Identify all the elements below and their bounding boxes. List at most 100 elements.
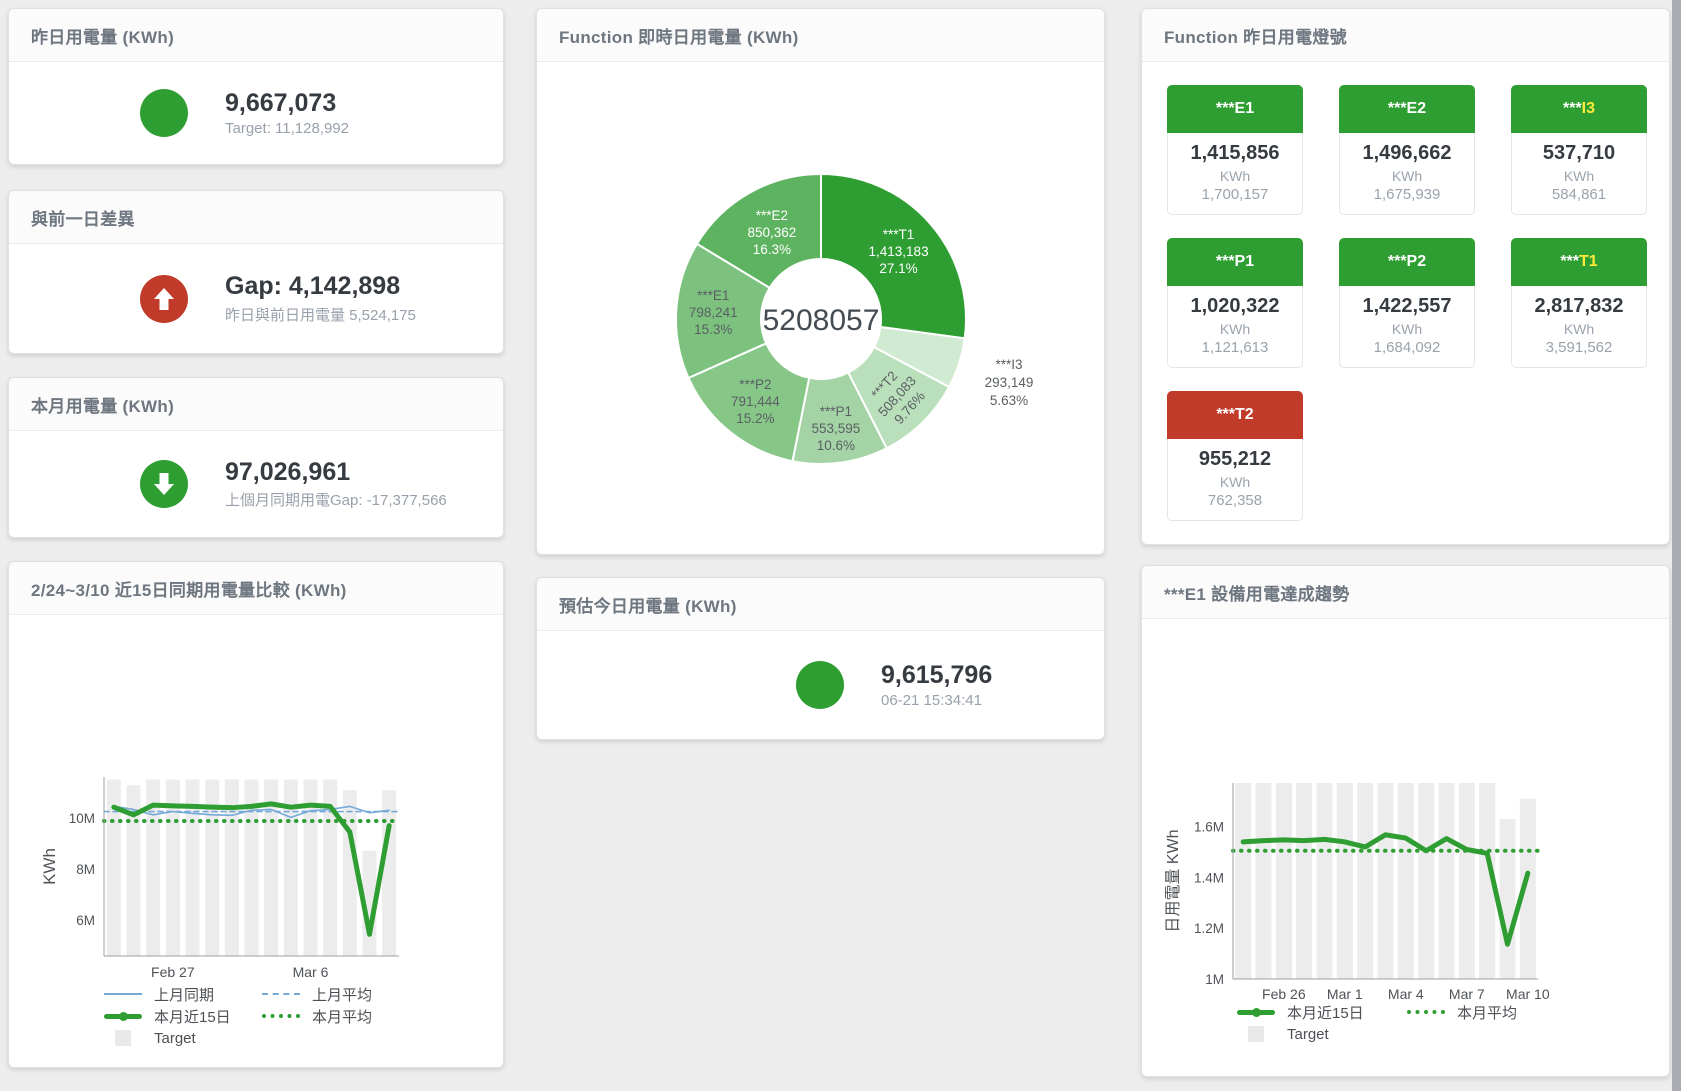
target-bar bbox=[362, 850, 377, 956]
tile-unit: KWh bbox=[1563, 321, 1595, 337]
tile-code: E1 bbox=[1234, 100, 1255, 117]
gray-box-swatch-icon bbox=[115, 1030, 131, 1046]
month-usage-value: 97,026,961 bbox=[225, 457, 351, 486]
donut-slice-***E2[interactable] bbox=[695, 172, 822, 290]
target-bar bbox=[1316, 783, 1333, 979]
target-bar bbox=[1397, 783, 1414, 979]
card-gap-previous-day: 與前一日差異 Gap: 4,142,898 昨日與前日用電量 5,524,175 bbox=[8, 190, 504, 354]
target-bar bbox=[1418, 783, 1435, 979]
signal-tile-T1: *** T1 2,817,832 KWh 3,591,562 bbox=[1511, 238, 1647, 368]
trend-legend: 本月近15日 本月平均 Target bbox=[1237, 1001, 1587, 1045]
legend-item[interactable]: 上月平均 bbox=[262, 983, 420, 1005]
donut-label-***E2: ***E2 850,362 16.3% bbox=[748, 208, 797, 257]
signal-tile-E1: *** E1 1,415,856 KWh 1,700,157 bbox=[1167, 85, 1303, 215]
x-tick-label: Mar 6 bbox=[293, 964, 329, 980]
y-tick-label: 1.4M bbox=[1194, 870, 1224, 885]
y-tick-label: 1.6M bbox=[1194, 820, 1224, 835]
green-dot-swatch-icon bbox=[1407, 1010, 1445, 1014]
tile-unit: KWh bbox=[1391, 321, 1423, 337]
signal-tile-I3: *** I3 537,710 KWh 584,861 bbox=[1511, 85, 1647, 215]
tile-stars-prefix: *** bbox=[1215, 100, 1235, 117]
target-bar bbox=[244, 779, 259, 956]
vertical-scrollbar[interactable] bbox=[1672, 0, 1681, 1091]
signal-tile-header: *** T1 bbox=[1511, 238, 1647, 286]
legend-item[interactable]: 本月近15日 bbox=[104, 1005, 262, 1027]
x-tick-label: Mar 1 bbox=[1327, 986, 1363, 1002]
target-bar bbox=[303, 779, 318, 956]
tile-target: 3,591,562 bbox=[1545, 339, 1613, 356]
signal-tile-P2: *** P2 1,422,557 KWh 1,684,092 bbox=[1339, 238, 1475, 368]
target-bar bbox=[1479, 783, 1496, 979]
down-arrow-icon bbox=[140, 460, 188, 508]
target-bar bbox=[342, 790, 357, 956]
target-bar bbox=[1458, 783, 1475, 979]
tile-code: I3 bbox=[1581, 100, 1596, 117]
signal-tile-header: *** P1 bbox=[1167, 238, 1303, 286]
estimate-today-value: 9,615,796 bbox=[881, 660, 993, 689]
donut-slice-***T1[interactable] bbox=[820, 172, 967, 340]
donut-label-***P1: ***P1 553,595 10.6% bbox=[812, 404, 861, 453]
card-title: 昨日用電量 (KWh) bbox=[9, 9, 503, 62]
tile-code: P1 bbox=[1234, 253, 1255, 270]
green-line-swatch-icon bbox=[1237, 1007, 1275, 1017]
tile-value: 2,817,832 bbox=[1534, 295, 1624, 317]
tile-target: 1,700,157 bbox=[1201, 186, 1269, 203]
signal-tile-grid: *** E1 1,415,856 KWh 1,700,157 *** E2 1,496,662… bbox=[1142, 62, 1669, 521]
tile-code: E2 bbox=[1406, 100, 1427, 117]
legend-item[interactable]: 本月平均 bbox=[262, 1005, 420, 1027]
gap-subtitle: 昨日與前日用電量 5,524,175 bbox=[225, 306, 416, 324]
y-axis-title: KWh bbox=[40, 848, 59, 885]
y-tick-label: 10M bbox=[69, 811, 95, 826]
donut-label-***P2: ***P2 791,444 15.2% bbox=[731, 377, 780, 426]
legend-label: 本月平均 bbox=[312, 1008, 373, 1026]
series-green-line bbox=[111, 801, 392, 937]
target-bar bbox=[323, 779, 338, 956]
target-bar bbox=[382, 790, 397, 956]
target-bar bbox=[1377, 783, 1394, 979]
green-status-circle-icon bbox=[140, 89, 188, 137]
card-e1-trend-chart: ***E1 設備用電達成趨勢 1.6M 1.4M 1.2M 1M Feb 26 Mar 1… bbox=[1141, 565, 1670, 1077]
y-tick-label: 8M bbox=[76, 862, 95, 877]
y-tick-label: 1M bbox=[1205, 972, 1224, 987]
legend-item[interactable]: 本月平均 bbox=[1407, 1001, 1577, 1023]
legend-label: 本月近15日 bbox=[1287, 1004, 1364, 1022]
yesterday-usage-target: Target: 11,128,992 bbox=[225, 120, 349, 138]
tile-target: 1,684,092 bbox=[1373, 339, 1441, 356]
tile-value: 537,710 bbox=[1542, 142, 1616, 164]
scrollbar-thumb[interactable] bbox=[1672, 0, 1681, 1091]
tile-stars-prefix: *** bbox=[1562, 100, 1582, 117]
trend-chart-area: 1.6M 1.4M 1.2M 1M Feb 26 Mar 1 Mar 4 Mar 7 Mar 1… bbox=[1142, 619, 1669, 1076]
tile-unit: KWh bbox=[1219, 321, 1251, 337]
comparison-chart-area: 10M 8M 6M Feb 27 Mar 6 KWh 上月同期 上月平均 本月近15日 本月平均 T… bbox=[9, 615, 503, 1067]
legend-item[interactable]: 上月同期 bbox=[104, 983, 262, 1005]
card-yesterday-usage: 昨日用電量 (KWh) 9,667,073 Target: 11,128,992 bbox=[8, 8, 504, 165]
legend-item[interactable]: 本月近15日 bbox=[1237, 1001, 1407, 1023]
donut-slice-***E1[interactable] bbox=[675, 242, 772, 380]
card-title: ***E1 設備用電達成趨勢 bbox=[1142, 566, 1669, 619]
card-title: 2/24~3/10 近15日同期用電量比較 (KWh) bbox=[9, 562, 503, 615]
donut-slice-***P2[interactable] bbox=[687, 342, 811, 463]
compare-legend: 上月同期 上月平均本月近15日 本月平均 Target bbox=[104, 983, 439, 1049]
target-bar bbox=[224, 779, 239, 956]
card-month-usage: 本月用電量 (KWh) 97,026,961 上個月同期用電Gap: -17,3… bbox=[8, 377, 504, 538]
signal-tile-T2: *** T2 955,212 KWh 762,358 bbox=[1167, 391, 1303, 521]
series-green-line bbox=[1240, 832, 1531, 947]
y-axis-title: 日用電量 KWh bbox=[1165, 829, 1182, 932]
legend-item[interactable]: Target bbox=[1237, 1023, 1407, 1045]
legend-label: 上月平均 bbox=[312, 986, 373, 1004]
legend-item[interactable]: Target bbox=[104, 1027, 262, 1049]
tile-stars-prefix: *** bbox=[1216, 406, 1235, 423]
green-line-swatch-icon bbox=[104, 1011, 142, 1021]
tile-code: P2 bbox=[1406, 253, 1427, 270]
card-title: 與前一日差異 bbox=[9, 191, 503, 244]
x-tick-label: Mar 10 bbox=[1506, 986, 1550, 1002]
target-bar bbox=[1499, 819, 1516, 979]
gray-box-swatch-icon bbox=[1248, 1026, 1264, 1042]
series-blue-line bbox=[113, 805, 390, 819]
x-tick-label: Feb 26 bbox=[1262, 986, 1306, 1002]
target-bar bbox=[126, 785, 141, 956]
signal-tile-header: *** P2 bbox=[1339, 238, 1475, 286]
